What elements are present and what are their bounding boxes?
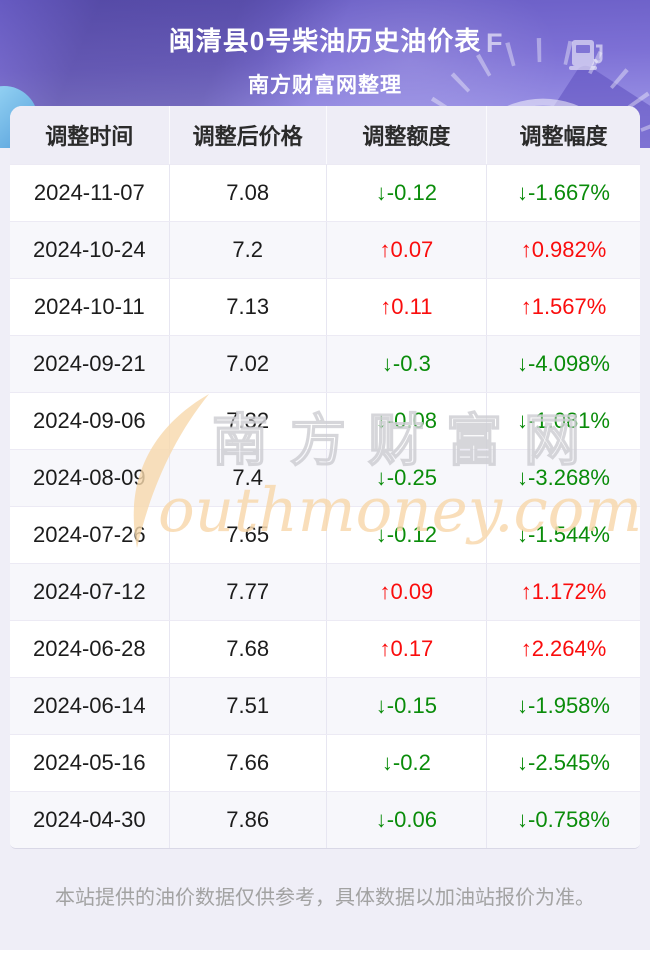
column-header-date: 调整时间 — [45, 124, 134, 149]
date-cell: 2024-04-30 — [33, 807, 146, 832]
percent-cell: ↑2.264% — [486, 621, 640, 677]
date-cell: 2024-05-16 — [33, 750, 146, 775]
change-cell: ↑0.09 — [325, 564, 486, 620]
page-subtitle: 南方财富网整理 — [248, 74, 402, 97]
date-cell: 2024-10-24 — [33, 237, 146, 262]
percent-cell: ↓-1.667% — [486, 165, 640, 221]
change-cell: ↓-0.06 — [325, 792, 486, 848]
price-cell: 7.51 — [168, 678, 326, 734]
page-title: 闽清县0号柴油历史油价表 — [168, 26, 482, 56]
change-cell: ↓-0.12 — [325, 165, 486, 221]
table-row: 2024-09-06 7.32 ↓-0.08 ↓-1.081% — [10, 392, 640, 449]
column-header-percent: 调整幅度 — [486, 106, 640, 164]
price-cell: 7.77 — [168, 564, 326, 620]
table-row: 2024-07-26 7.65 ↓-0.12 ↓-1.544% — [10, 506, 640, 563]
date-cell: 2024-07-12 — [33, 579, 146, 604]
percent-cell: ↓-2.545% — [486, 735, 640, 791]
date-cell: 2024-10-11 — [33, 294, 145, 319]
table-row: 2024-06-14 7.51 ↓-0.15 ↓-1.958% — [10, 677, 640, 734]
percent-cell: ↓-0.758% — [486, 792, 640, 848]
percent-cell: ↓-1.958% — [486, 678, 640, 734]
price-cell: 7.86 — [168, 792, 326, 848]
date-cell: 2024-06-28 — [33, 636, 146, 661]
date-cell: 2024-11-07 — [33, 180, 145, 205]
fuel-gauge-icon: F — [420, 28, 650, 132]
table-row: 2024-07-12 7.77 ↑0.09 ↑1.172% — [10, 563, 640, 620]
percent-cell: ↓-1.544% — [486, 507, 640, 563]
price-table: 调整时间 调整后价格 调整额度 调整幅度 2024-11-07 7.08 ↓-0… — [10, 106, 640, 849]
date-cell: 2024-09-06 — [33, 408, 146, 433]
change-cell: ↓-0.2 — [325, 735, 486, 791]
percent-cell: ↓-1.081% — [486, 393, 640, 449]
price-cell: 7.4 — [168, 450, 326, 506]
table-header-row: 调整时间 调整后价格 调整额度 调整幅度 — [10, 106, 640, 164]
column-header-change: 调整额度 — [325, 106, 486, 164]
change-cell: ↓-0.08 — [325, 393, 486, 449]
price-cell: 7.08 — [168, 165, 326, 221]
change-cell: ↓-0.12 — [325, 507, 486, 563]
percent-cell: ↓-4.098% — [486, 336, 640, 392]
table-body: 2024-11-07 7.08 ↓-0.12 ↓-1.667% 2024-10-… — [10, 164, 640, 848]
table-row: 2024-09-21 7.02 ↓-0.3 ↓-4.098% — [10, 335, 640, 392]
table-row: 2024-04-30 7.86 ↓-0.06 ↓-0.758% — [10, 791, 640, 848]
change-cell: ↓-0.3 — [325, 336, 486, 392]
gauge-full-label: F — [486, 28, 503, 58]
change-cell: ↓-0.15 — [325, 678, 486, 734]
fuel-pump-icon — [569, 40, 603, 70]
change-cell: ↑0.07 — [325, 222, 486, 278]
table-row: 2024-11-07 7.08 ↓-0.12 ↓-1.667% — [10, 164, 640, 221]
percent-cell: ↑1.172% — [486, 564, 640, 620]
hero-header: F 闽清县0号柴油历史油价表 南方财富网整理 — [0, 0, 650, 148]
change-cell: ↑0.11 — [325, 279, 486, 335]
price-cell: 7.32 — [168, 393, 326, 449]
disclaimer-text: 本站提供的油价数据仅供参考，具体数据以加油站报价为准。 — [55, 887, 595, 909]
table-row: 2024-08-09 7.4 ↓-0.25 ↓-3.268% — [10, 449, 640, 506]
table-row: 2024-10-11 7.13 ↑0.11 ↑1.567% — [10, 278, 640, 335]
column-header-price: 调整后价格 — [168, 106, 326, 164]
date-cell: 2024-08-09 — [33, 465, 146, 490]
table-row: 2024-05-16 7.66 ↓-0.2 ↓-2.545% — [10, 734, 640, 791]
change-cell: ↑0.17 — [325, 621, 486, 677]
price-cell: 7.2 — [168, 222, 326, 278]
price-cell: 7.66 — [168, 735, 326, 791]
table-row: 2024-10-24 7.2 ↑0.07 ↑0.982% — [10, 221, 640, 278]
percent-cell: ↑1.567% — [486, 279, 640, 335]
price-cell: 7.68 — [168, 621, 326, 677]
price-cell: 7.02 — [168, 336, 326, 392]
change-cell: ↓-0.25 — [325, 450, 486, 506]
percent-cell: ↑0.982% — [486, 222, 640, 278]
table-row: 2024-06-28 7.68 ↑0.17 ↑2.264% — [10, 620, 640, 677]
date-cell: 2024-07-26 — [33, 522, 146, 547]
date-cell: 2024-09-21 — [33, 351, 146, 376]
price-cell: 7.65 — [168, 507, 326, 563]
date-cell: 2024-06-14 — [33, 693, 146, 718]
percent-cell: ↓-3.268% — [486, 450, 640, 506]
price-cell: 7.13 — [168, 279, 326, 335]
